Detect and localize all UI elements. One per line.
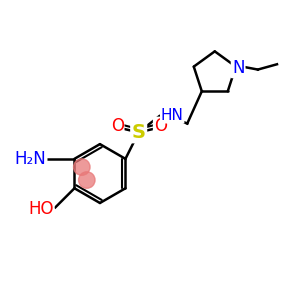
Text: N: N xyxy=(232,59,244,77)
Text: O: O xyxy=(111,117,124,135)
Text: HO: HO xyxy=(28,200,54,218)
Text: S: S xyxy=(132,123,146,142)
Text: HN: HN xyxy=(161,108,184,123)
Text: H₂N: H₂N xyxy=(15,150,46,168)
Circle shape xyxy=(79,172,95,188)
Text: O: O xyxy=(154,117,167,135)
Circle shape xyxy=(74,159,90,175)
